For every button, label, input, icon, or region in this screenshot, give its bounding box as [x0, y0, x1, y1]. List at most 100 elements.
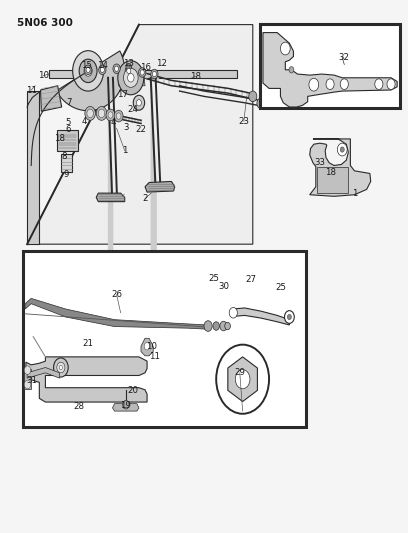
- Text: 14: 14: [97, 61, 108, 70]
- Circle shape: [140, 70, 144, 75]
- Circle shape: [124, 68, 138, 87]
- Bar: [24, 368, 31, 389]
- Text: 13: 13: [123, 59, 134, 68]
- Text: 28: 28: [74, 402, 85, 411]
- Text: 9: 9: [64, 170, 69, 179]
- Polygon shape: [141, 338, 153, 356]
- Circle shape: [280, 42, 290, 55]
- Circle shape: [85, 107, 95, 120]
- Text: 23: 23: [238, 117, 249, 126]
- Text: 11: 11: [26, 85, 37, 94]
- Circle shape: [387, 79, 395, 90]
- Circle shape: [24, 380, 31, 389]
- Circle shape: [220, 321, 227, 331]
- Circle shape: [116, 113, 121, 119]
- Circle shape: [375, 79, 383, 90]
- Polygon shape: [145, 181, 175, 192]
- Polygon shape: [310, 139, 371, 196]
- Circle shape: [115, 66, 119, 71]
- Text: 18: 18: [54, 134, 65, 143]
- Circle shape: [100, 67, 104, 72]
- Circle shape: [257, 98, 265, 109]
- Text: 16: 16: [140, 63, 151, 72]
- Text: 24: 24: [127, 104, 138, 114]
- Polygon shape: [228, 357, 257, 401]
- Circle shape: [114, 110, 123, 122]
- Circle shape: [326, 79, 334, 90]
- Circle shape: [151, 69, 158, 79]
- Circle shape: [213, 322, 220, 330]
- Text: 5: 5: [65, 118, 71, 127]
- Circle shape: [128, 74, 134, 82]
- Bar: [317, 166, 348, 193]
- Circle shape: [309, 78, 319, 91]
- Circle shape: [126, 63, 132, 71]
- Circle shape: [289, 67, 294, 73]
- Circle shape: [133, 95, 144, 110]
- Text: 31: 31: [27, 376, 38, 385]
- Circle shape: [118, 61, 144, 95]
- Text: 4: 4: [81, 117, 87, 126]
- Text: 18: 18: [191, 71, 202, 80]
- Bar: [61, 154, 72, 172]
- Polygon shape: [263, 33, 397, 107]
- Polygon shape: [26, 357, 147, 402]
- Circle shape: [84, 66, 92, 76]
- Bar: [57, 131, 78, 151]
- Circle shape: [125, 66, 133, 76]
- Circle shape: [79, 59, 97, 83]
- Circle shape: [144, 343, 150, 350]
- Text: 33: 33: [315, 158, 326, 167]
- Text: 2: 2: [142, 194, 148, 203]
- Circle shape: [249, 91, 257, 102]
- Circle shape: [284, 311, 294, 324]
- Circle shape: [204, 321, 212, 332]
- Text: 7: 7: [66, 98, 72, 107]
- Text: 4: 4: [111, 118, 116, 127]
- Polygon shape: [233, 308, 289, 325]
- Circle shape: [98, 109, 105, 118]
- Circle shape: [108, 112, 113, 118]
- Circle shape: [96, 107, 107, 120]
- Circle shape: [229, 308, 237, 318]
- Text: 8: 8: [61, 152, 67, 161]
- Text: 1: 1: [353, 189, 358, 198]
- Text: 32: 32: [339, 53, 350, 62]
- Polygon shape: [96, 193, 125, 201]
- Text: 21: 21: [82, 338, 93, 348]
- Circle shape: [86, 67, 90, 72]
- Bar: [260, 24, 400, 108]
- Text: 1: 1: [122, 146, 127, 155]
- Polygon shape: [40, 86, 62, 111]
- Text: 17: 17: [117, 90, 128, 99]
- Text: 15: 15: [81, 61, 91, 70]
- Circle shape: [123, 400, 129, 409]
- Circle shape: [137, 100, 142, 106]
- Polygon shape: [25, 298, 208, 329]
- Circle shape: [340, 147, 344, 152]
- Circle shape: [287, 314, 291, 320]
- Circle shape: [99, 65, 106, 75]
- Circle shape: [57, 362, 65, 373]
- Circle shape: [340, 79, 348, 90]
- Text: 20: 20: [127, 386, 138, 395]
- Text: 29: 29: [234, 368, 245, 377]
- Text: 11: 11: [149, 352, 160, 361]
- Bar: [23, 251, 306, 427]
- Text: 3: 3: [123, 123, 129, 132]
- Text: 10: 10: [38, 71, 49, 80]
- Circle shape: [59, 366, 62, 369]
- Circle shape: [53, 358, 68, 377]
- Text: 5N06 300: 5N06 300: [17, 18, 73, 28]
- Circle shape: [235, 369, 250, 389]
- Polygon shape: [49, 70, 237, 78]
- Circle shape: [225, 322, 231, 330]
- Text: 10: 10: [146, 342, 157, 351]
- Circle shape: [113, 64, 120, 74]
- Polygon shape: [27, 91, 39, 244]
- Polygon shape: [56, 51, 125, 111]
- Circle shape: [87, 109, 93, 118]
- Circle shape: [84, 65, 92, 75]
- Text: 30: 30: [218, 282, 229, 291]
- Polygon shape: [27, 368, 60, 378]
